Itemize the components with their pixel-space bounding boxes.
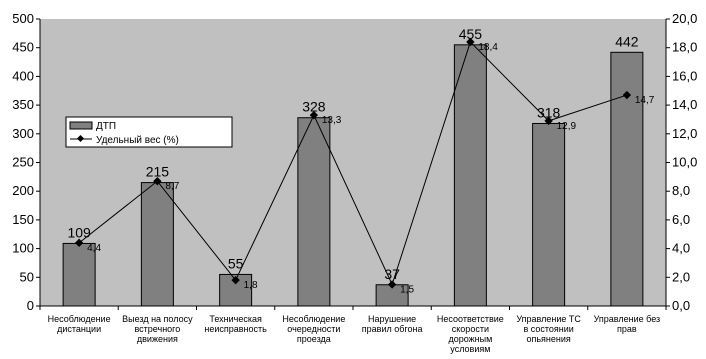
share-point (387, 280, 397, 289)
legend-label-dtp: ДТП (96, 121, 116, 132)
share-value-label: 14,7 (635, 95, 655, 106)
y-right-tick-label: 0,0 (672, 298, 690, 313)
share-value-label: 18,4 (478, 42, 498, 53)
x-category-label: Несоответствие скорости дорожным условиям (437, 314, 504, 354)
bar-value-label: 109 (67, 224, 91, 240)
y-left-tick-label: 200 (12, 183, 34, 198)
bar-value-label: 318 (537, 104, 561, 120)
legend-box (65, 116, 233, 148)
y-right-tick-label: 18,0 (672, 40, 697, 55)
y-left-tick-label: 50 (20, 269, 34, 284)
share-point (622, 90, 632, 100)
bar (532, 122, 566, 307)
y-right-tick-label: 2,0 (672, 269, 690, 284)
y-left-tick-label: 300 (12, 126, 34, 141)
share-point (231, 275, 240, 285)
bar-value-label: 215 (146, 164, 170, 180)
share-value-label: 1,8 (244, 280, 258, 291)
y-left-tick-label: 500 (12, 11, 34, 26)
y-left-tick-label: 100 (12, 241, 34, 256)
y-right-tick-label: 14,0 (672, 97, 697, 112)
bar-value-label: 455 (459, 26, 483, 42)
y-right-tick-label: 10,0 (672, 155, 697, 170)
bar-value-label: 55 (228, 255, 244, 271)
share-point (309, 110, 319, 120)
y-right-tick-label: 20,0 (672, 11, 697, 26)
y-left-tick-label: 0 (27, 298, 34, 313)
share-value-label: 4,4 (87, 243, 101, 254)
y-left-tick-label: 400 (12, 68, 34, 83)
plot-area (40, 19, 666, 306)
y-left-tick-label: 350 (12, 97, 34, 112)
share-value-label: 12,9 (557, 121, 577, 132)
x-category-label: Несоблюдение дистанции (48, 314, 111, 334)
legend: ДТП Удельный вес (%) (65, 116, 233, 148)
y-left-tick-label: 250 (12, 155, 34, 170)
y-right-tick-label: 12,0 (672, 126, 697, 141)
share-line (78, 41, 628, 286)
share-point (466, 37, 475, 47)
x-category-label: Выезд на полосу встречного движения (122, 314, 193, 344)
legend-bar-swatch (69, 121, 93, 130)
share-value-label: 8,7 (165, 181, 179, 192)
bar-value-label: 328 (302, 99, 326, 115)
share-point (544, 116, 553, 126)
legend-label-share: Удельный вес (%) (96, 135, 179, 146)
x-category-label: Несоблюдение очередности проезда (282, 314, 345, 344)
share-value-label: 1,5 (400, 284, 414, 295)
bar (297, 117, 331, 307)
share-point (74, 238, 84, 248)
bar (140, 182, 174, 307)
bar (610, 51, 644, 307)
bar-value-label: 442 (615, 33, 639, 49)
y-right-tick-label: 6,0 (672, 212, 690, 227)
x-category-label: Нарушение правил обгона (362, 314, 423, 334)
y-right-tick-label: 4,0 (672, 241, 690, 256)
y-right-tick-label: 8,0 (672, 183, 690, 198)
bar-value-label: 37 (384, 266, 400, 282)
y-left-tick-label: 450 (12, 40, 34, 55)
x-category-label: Техническая неисправность (204, 314, 267, 334)
y-right-tick-label: 16,0 (672, 68, 697, 83)
share-point (153, 176, 162, 186)
x-category-label: Управление без прав (594, 314, 661, 334)
bar (453, 44, 487, 307)
x-category-label: Управление ТС в состоянии опьянения (516, 314, 581, 344)
bar (62, 242, 96, 307)
share-value-label: 13,3 (322, 115, 342, 126)
legend-diamond-marker (76, 134, 85, 143)
y-left-tick-label: 150 (12, 212, 34, 227)
